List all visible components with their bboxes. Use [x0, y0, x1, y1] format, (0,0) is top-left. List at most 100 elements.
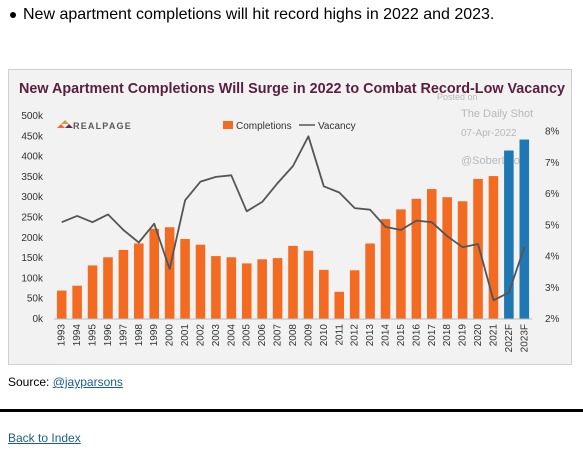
- y-left-tick-label: 100k: [21, 273, 44, 284]
- y-left-tick-label: 350k: [21, 172, 44, 183]
- x-tick-label: 2000: [165, 324, 176, 347]
- completions-bar: [504, 150, 514, 319]
- x-tick-label: 2001: [180, 324, 191, 347]
- completions-bar: [149, 228, 160, 319]
- watermark-posted-on: Posted on: [437, 92, 478, 102]
- y-right-tick-label: 6%: [545, 189, 560, 200]
- completions-bar: [473, 178, 483, 319]
- x-tick-label: 2003: [211, 324, 222, 347]
- completions-bar: [56, 290, 67, 319]
- completions-bar: [442, 197, 452, 319]
- logo-mark-triangle: [61, 120, 69, 124]
- y-left-tick-label: 0k: [32, 314, 44, 325]
- completions-bar: [396, 209, 406, 319]
- legend-swatch-completions: [223, 121, 233, 129]
- x-tick-label: 2021: [488, 324, 499, 347]
- y-left-tick-label: 450k: [21, 131, 44, 142]
- y-right-tick-label: 4%: [545, 252, 560, 263]
- x-tick-label: 2002: [195, 324, 206, 347]
- x-tick-label: 1993: [57, 324, 68, 347]
- completions-bar: [226, 257, 237, 319]
- completions-bar: [380, 219, 391, 319]
- logo-mark-triangle: [57, 124, 65, 128]
- watermark-site: The Daily Shot: [461, 108, 533, 120]
- completions-bar: [365, 243, 375, 319]
- x-tick-label: 1997: [118, 324, 129, 347]
- back-to-index-link[interactable]: Back to Index: [8, 431, 81, 445]
- watermark-date: 07-Apr-2022: [461, 128, 517, 139]
- y-left-tick-label: 300k: [21, 192, 44, 203]
- x-tick-label: 2015: [396, 324, 407, 347]
- x-tick-label: 2022F: [504, 324, 515, 352]
- watermark-handle: @SoberLook: [461, 155, 526, 167]
- completions-bar: [195, 244, 206, 319]
- completions-bar: [519, 139, 530, 319]
- completions-bar: [180, 239, 190, 319]
- source-link[interactable]: @jayparsons: [52, 375, 123, 389]
- completions-bar: [457, 201, 468, 319]
- y-left-tick-label: 500k: [21, 111, 44, 122]
- completions-bar: [272, 258, 283, 319]
- x-tick-label: 2019: [458, 324, 469, 347]
- chart-svg: New Apartment Completions Will Surge in …: [19, 80, 566, 352]
- legend-label-completions: Completions: [236, 121, 292, 132]
- y-right-tick-label: 8%: [545, 127, 560, 138]
- completions-bar: [134, 243, 144, 319]
- y-right-tick-label: 7%: [545, 158, 560, 169]
- completions-bar: [334, 291, 345, 319]
- y-right-tick-label: 3%: [545, 283, 560, 294]
- logo-text: REALPAGE: [73, 121, 132, 131]
- completions-bar: [257, 259, 267, 319]
- x-tick-label: 2011: [334, 324, 345, 346]
- x-tick-label: 2014: [381, 324, 392, 347]
- completions-bar: [319, 269, 329, 319]
- completions-bar: [211, 256, 221, 319]
- x-tick-label: 1996: [103, 324, 114, 347]
- x-tick-label: 2006: [257, 324, 268, 347]
- completions-bar: [426, 189, 437, 319]
- x-tick-label: 2010: [319, 324, 330, 347]
- completions-bar: [349, 270, 360, 319]
- y-left-tick-label: 400k: [21, 152, 44, 163]
- x-tick-label: 2008: [288, 324, 299, 347]
- x-tick-label: 2005: [242, 324, 253, 347]
- x-tick-label: 2016: [411, 324, 422, 347]
- chart-title: New Apartment Completions Will Surge in …: [19, 80, 566, 97]
- y-right-tick-label: 2%: [545, 314, 560, 325]
- completions-bar: [488, 176, 499, 319]
- x-tick-label: 2017: [427, 324, 438, 347]
- completions-bar: [241, 263, 252, 319]
- x-tick-label: 2009: [303, 324, 314, 347]
- x-tick-label: 1994: [72, 324, 83, 347]
- source-label: Source:: [8, 375, 53, 389]
- completions-bar: [164, 227, 175, 319]
- legend-label-vacancy: Vacancy: [318, 121, 356, 132]
- completions-bar: [103, 257, 113, 319]
- logo-mark-triangle: [65, 124, 73, 128]
- completions-bar: [87, 265, 98, 319]
- divider: [0, 409, 583, 412]
- y-left-tick-label: 150k: [21, 253, 44, 264]
- completions-bar: [303, 250, 314, 319]
- chart-frame: New Apartment Completions Will Surge in …: [8, 69, 572, 365]
- y-left-tick-label: 250k: [21, 213, 44, 224]
- completions-bar: [411, 198, 422, 319]
- completions-bar: [118, 249, 129, 319]
- x-tick-label: 1999: [149, 324, 160, 347]
- source-line: Source: @jayparsons: [8, 375, 123, 389]
- x-tick-label: 2023F: [519, 324, 530, 352]
- x-tick-label: 1998: [134, 324, 145, 347]
- vacancy-line: [61, 135, 526, 302]
- x-tick-label: 2013: [365, 324, 376, 347]
- x-tick-label: 2012: [350, 324, 361, 347]
- y-left-tick-label: 200k: [21, 233, 44, 244]
- x-tick-label: 2020: [473, 324, 484, 347]
- completions-bar: [72, 285, 82, 319]
- y-left-tick-label: 50k: [27, 294, 44, 305]
- y-right-tick-label: 5%: [545, 220, 560, 231]
- bullet-line: New apartment completions will hit recor…: [8, 6, 494, 24]
- bullet-dot: [10, 12, 16, 18]
- x-tick-label: 2018: [442, 324, 453, 347]
- x-tick-label: 2004: [226, 324, 237, 347]
- completions-bar: [288, 245, 298, 319]
